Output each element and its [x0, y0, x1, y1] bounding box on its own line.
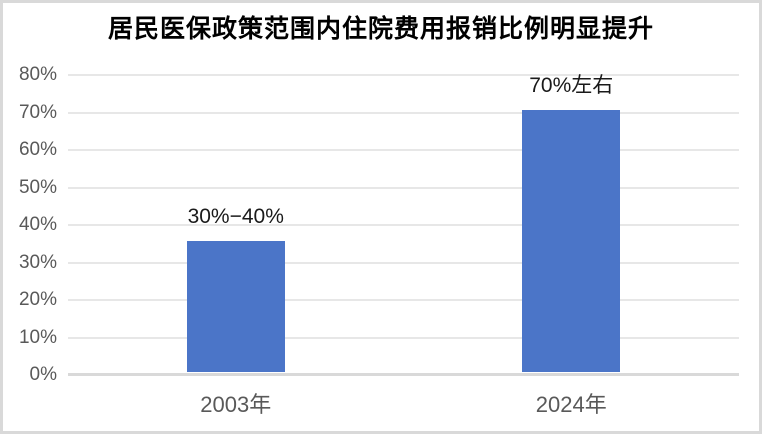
- x-tick-label: 2003年: [200, 392, 272, 417]
- gridline: [68, 111, 739, 114]
- bar: [186, 240, 285, 372]
- y-tick-label: 60%: [18, 139, 57, 160]
- gridline: [68, 336, 739, 339]
- y-tick-label: 50%: [18, 176, 57, 198]
- x-axis-labels: 2003年 2024年: [68, 387, 739, 417]
- y-tick-label: 70%: [18, 101, 57, 123]
- y-tick-label: 10%: [18, 326, 57, 348]
- y-tick-label: 40%: [18, 214, 57, 235]
- gridline: [68, 149, 739, 151]
- plot-area: 30%−40% 70%左右: [68, 73, 739, 376]
- bar-value-label: 70%左右: [529, 73, 614, 97]
- bar-value-label: 30%−40%: [187, 204, 284, 228]
- x-axis-line: [68, 373, 739, 376]
- chart-title: 居民医保政策范围内住院费用报销比例明显提升: [107, 15, 654, 43]
- y-axis-labels: 0% 10% 20% 30% 40% 50% 60% 70% 80%: [3, 64, 57, 385]
- gridline: [68, 224, 739, 226]
- gridline: [68, 299, 739, 301]
- y-tick-label: 30%: [18, 251, 57, 273]
- y-tick-label: 0%: [29, 364, 57, 385]
- x-tick-label: 2024年: [535, 392, 607, 417]
- gridline: [68, 74, 739, 76]
- y-tick-label: 20%: [18, 289, 57, 310]
- y-tick-label: 80%: [18, 64, 57, 85]
- gridline: [68, 261, 739, 264]
- gridline: [68, 186, 739, 189]
- bar: [522, 109, 621, 372]
